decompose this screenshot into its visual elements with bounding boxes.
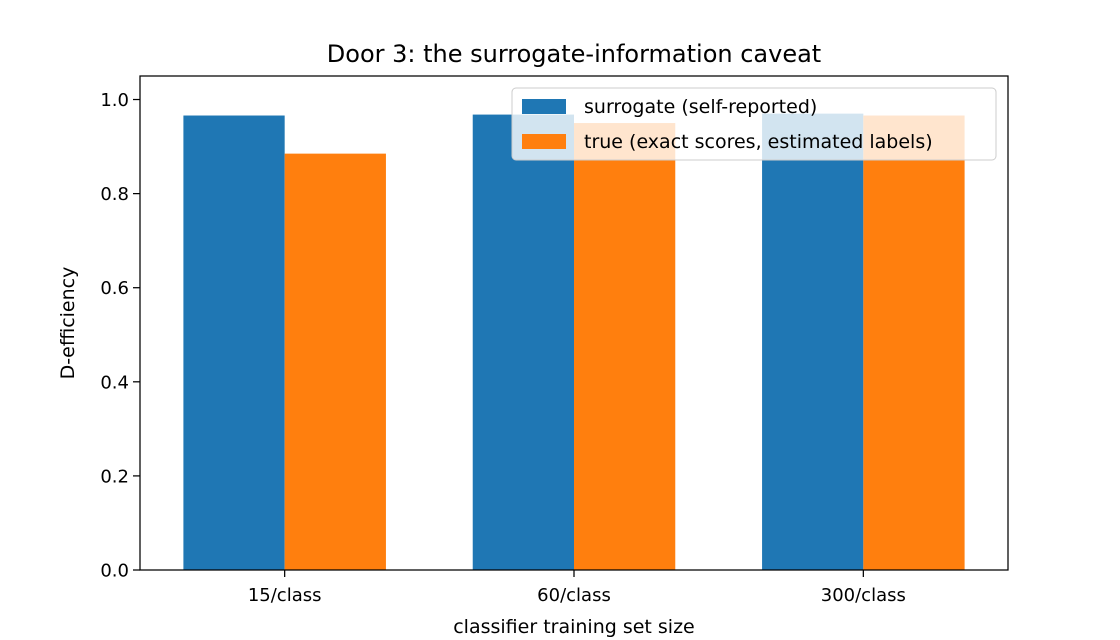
plot-frame <box>139 75 1009 571</box>
legend: surrogate (self-reported) true (exact sco… <box>511 87 997 161</box>
x-tick-label: 60/class <box>537 585 611 606</box>
bar-true-2 <box>863 115 965 571</box>
y-tick-label: 0.2 <box>100 466 129 487</box>
legend-swatch <box>522 134 566 149</box>
x-axis: 15/class 60/class 300/class <box>248 570 906 606</box>
x-axis-label: classifier training set size <box>453 616 695 638</box>
legend-swatch <box>522 99 566 114</box>
chart-title: Door 3: the surrogate-information caveat <box>327 40 821 68</box>
y-tick-label: 0.8 <box>100 184 129 205</box>
x-tick-label: 15/class <box>248 585 322 606</box>
bars-group <box>183 113 965 571</box>
y-axis-label: D-efficiency <box>57 267 79 380</box>
bar-surrogate-1 <box>472 114 574 570</box>
legend-box <box>511 87 997 161</box>
y-axis: 0.0 0.2 0.4 0.6 0.8 1.0 <box>100 90 140 582</box>
legend-entry: surrogate (self-reported) <box>584 96 817 118</box>
y-tick-label: 0.4 <box>100 372 129 393</box>
legend-entry: true (exact scores, estimated labels) <box>584 131 933 153</box>
bar-true-0 <box>284 153 386 570</box>
x-tick-label: 300/class <box>821 585 906 606</box>
bar-true-1 <box>574 123 676 571</box>
y-tick-label: 0.6 <box>100 278 129 299</box>
y-tick-label: 0.0 <box>100 561 129 582</box>
bar-surrogate-0 <box>183 115 285 571</box>
y-tick-label: 1.0 <box>100 90 129 111</box>
bar-surrogate-2 <box>762 113 864 570</box>
